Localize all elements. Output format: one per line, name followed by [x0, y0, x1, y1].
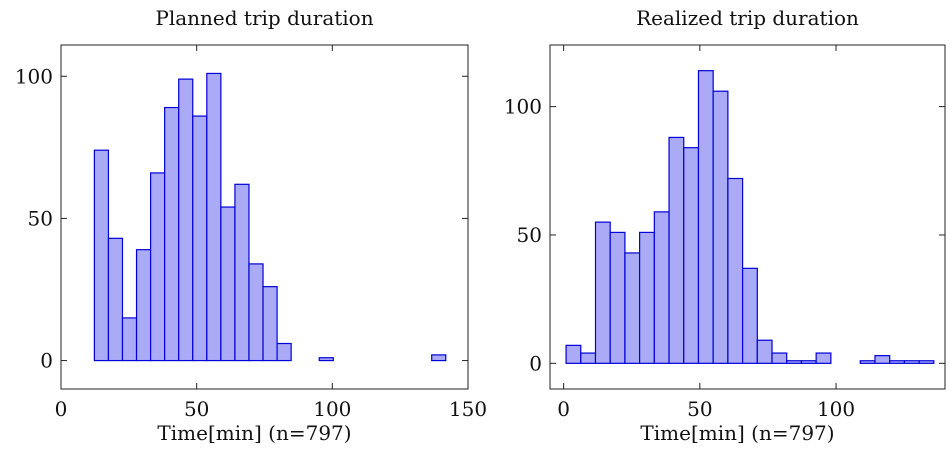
- planned-x-tick-label: 100: [313, 397, 351, 421]
- planned-histogram-bar: [178, 78, 194, 362]
- realized-histogram-bar: [668, 136, 685, 364]
- realized-histogram-bar: [874, 355, 891, 364]
- planned-x-tick-label: 50: [184, 397, 209, 421]
- planned-histogram-bar: [220, 206, 236, 362]
- planned-histogram-bar: [318, 357, 334, 362]
- realized-histogram-bar: [903, 360, 920, 364]
- realized-histogram-bar: [815, 352, 832, 364]
- realized-y-tick-label: 0: [529, 351, 542, 375]
- planned-histogram-bar: [431, 354, 447, 362]
- realized-histogram-bar: [889, 360, 906, 364]
- realized-histogram-bar: [786, 360, 803, 364]
- realized-x-tick-label: 100: [817, 397, 855, 421]
- realized-histogram-bar: [609, 231, 626, 364]
- realized-y-tick-label: 50: [517, 223, 542, 247]
- planned-histogram-bar: [206, 72, 222, 362]
- realized-histogram-bar: [624, 252, 641, 364]
- planned-histogram-bar: [149, 172, 166, 362]
- realized-plot-frame: [549, 44, 946, 390]
- planned-histogram-bar: [192, 115, 208, 362]
- realized-histogram-bar: [639, 231, 655, 364]
- planned-histogram-bar: [248, 263, 264, 362]
- planned-histogram-bar: [93, 149, 110, 362]
- realized-histogram-bar: [565, 344, 582, 364]
- realized-x-axis-label: Time[min] (n=797): [640, 421, 834, 445]
- realized-histogram-bar: [712, 90, 729, 364]
- realized-histogram-bar: [594, 221, 611, 364]
- realized-x-tick-label: 0: [557, 397, 570, 421]
- planned-chart-title: Planned trip duration: [155, 6, 373, 30]
- planned-y-tick-label: 0: [40, 349, 53, 373]
- realized-chart-title: Realized trip duration: [636, 6, 859, 30]
- realized-histogram-bar: [727, 177, 744, 364]
- planned-histogram-bar: [262, 286, 278, 362]
- realized-histogram-bar: [741, 267, 758, 364]
- realized-histogram-bar: [918, 360, 935, 364]
- realized-histogram-bar: [756, 339, 773, 364]
- realized-histogram-bar: [580, 352, 597, 364]
- planned-histogram-bar: [121, 317, 138, 362]
- realized-histogram-bar: [800, 360, 817, 364]
- planned-histogram-bar: [107, 237, 124, 362]
- planned-x-tick-label: 0: [55, 397, 68, 421]
- planned-x-axis-label: Time[min] (n=797): [157, 421, 351, 445]
- realized-y-tick-label: 100: [504, 95, 542, 119]
- planned-x-tick-label: 150: [449, 397, 487, 421]
- planned-histogram-bar: [164, 106, 180, 362]
- planned-plot-frame: [60, 44, 469, 390]
- realized-histogram-bar: [771, 352, 788, 364]
- realized-histogram-bar: [683, 147, 700, 364]
- planned-y-tick-label: 100: [15, 64, 53, 88]
- planned-histogram-bar: [234, 183, 250, 362]
- realized-histogram-bar: [653, 211, 670, 364]
- planned-histogram-bar: [135, 249, 152, 362]
- realized-x-tick-label: 50: [687, 397, 712, 421]
- realized-histogram-bar: [859, 360, 876, 364]
- realized-histogram-bar: [697, 70, 714, 364]
- planned-histogram-bar: [276, 342, 292, 362]
- planned-y-tick-label: 50: [28, 206, 53, 230]
